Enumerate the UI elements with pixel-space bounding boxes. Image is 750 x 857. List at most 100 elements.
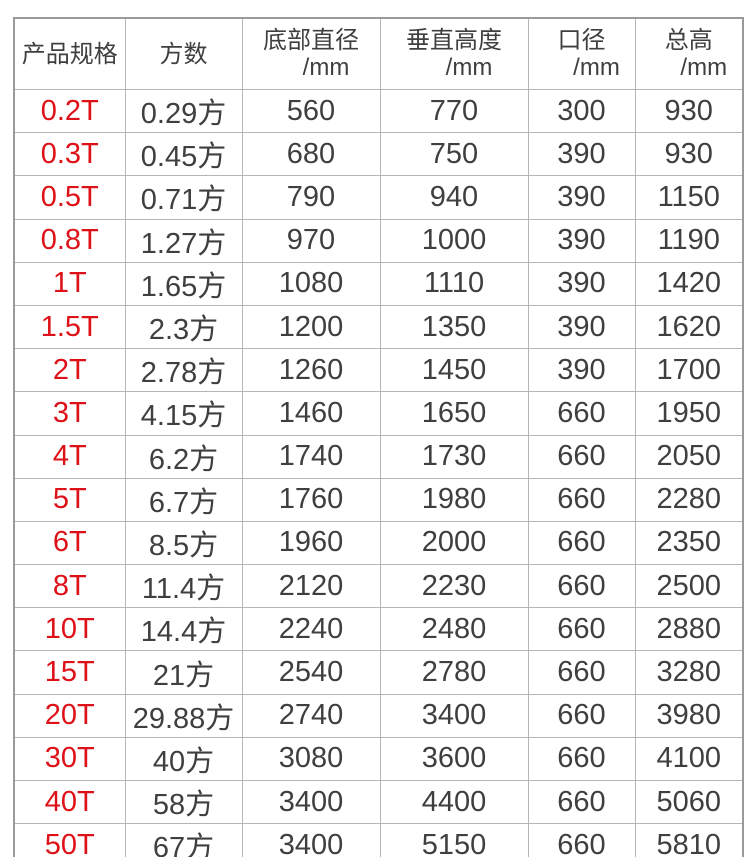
value-cell: 680	[241, 132, 381, 177]
header-label: 总高	[664, 27, 713, 54]
value-cell: 2540	[241, 650, 381, 695]
value-cell: 1000	[379, 218, 529, 263]
header-unit: /mm	[445, 54, 493, 81]
value-cell: 660	[527, 607, 636, 652]
value-cell: 1350	[379, 304, 529, 350]
value-cell: 930	[634, 88, 744, 134]
value-cell: 14.4方	[124, 607, 243, 652]
spec-cell: 0.2T	[13, 88, 126, 134]
value-cell: 660	[527, 779, 636, 825]
column-header-volume: 方数	[124, 17, 243, 90]
value-cell: 40方	[124, 736, 243, 782]
value-cell: 3980	[634, 693, 744, 738]
value-cell: 3400	[241, 779, 381, 825]
value-cell: 1.65方	[124, 261, 243, 306]
table-row: 30T 40方 3080 3600 660 4100	[13, 736, 744, 782]
value-cell: 1760	[241, 477, 381, 522]
value-cell: 1200	[241, 304, 381, 350]
value-cell: 5060	[634, 779, 744, 825]
value-cell: 4400	[379, 779, 529, 825]
value-cell: 2480	[379, 607, 529, 652]
value-cell: 1150	[634, 175, 744, 220]
value-cell: 660	[527, 520, 636, 566]
value-cell: 0.45方	[124, 132, 243, 177]
table-header: 产品规格 方数 底部直径 /mm 垂直高度 /mm 口径 /mm	[13, 17, 744, 90]
header-label: 口径	[557, 27, 606, 54]
value-cell: 660	[527, 736, 636, 782]
table-row: 1.5T 2.3方 1200 1350 390 1620	[13, 304, 744, 350]
spec-cell: 20T	[13, 693, 126, 738]
value-cell: 390	[527, 218, 636, 263]
spec-cell: 1T	[13, 261, 126, 306]
table-row: 20T 29.88方 2740 3400 660 3980	[13, 693, 744, 738]
spec-cell: 0.3T	[13, 132, 126, 177]
header-unit: /mm	[302, 54, 350, 81]
spec-cell: 0.5T	[13, 175, 126, 220]
value-cell: 1700	[634, 348, 744, 393]
table-row: 40T 58方 3400 4400 660 5060	[13, 779, 744, 825]
value-cell: 1620	[634, 304, 744, 350]
value-cell: 2240	[241, 607, 381, 652]
value-cell: 5150	[379, 823, 529, 857]
value-cell: 660	[527, 434, 636, 479]
value-cell: 390	[527, 132, 636, 177]
value-cell: 660	[527, 650, 636, 695]
value-cell: 300	[527, 88, 636, 134]
value-cell: 3080	[241, 736, 381, 782]
spec-cell: 15T	[13, 650, 126, 695]
spec-cell: 6T	[13, 520, 126, 566]
table-row: 15T 21方 2540 2780 660 3280	[13, 650, 744, 695]
value-cell: 2000	[379, 520, 529, 566]
value-cell: 750	[379, 132, 529, 177]
spec-cell: 4T	[13, 434, 126, 479]
table-row: 4T 6.2方 1740 1730 660 2050	[13, 434, 744, 479]
table-row: 2T 2.78方 1260 1450 390 1700	[13, 348, 744, 393]
value-cell: 2280	[634, 477, 744, 522]
value-cell: 2050	[634, 434, 744, 479]
value-cell: 390	[527, 304, 636, 350]
value-cell: 67方	[124, 823, 243, 857]
value-cell: 2740	[241, 693, 381, 738]
value-cell: 1950	[634, 391, 744, 436]
header-label: 垂直高度	[406, 27, 502, 54]
value-cell: 6.7方	[124, 477, 243, 522]
header-label: 底部直径	[263, 27, 359, 54]
value-cell: 660	[527, 477, 636, 522]
value-cell: 2350	[634, 520, 744, 566]
value-cell: 560	[241, 88, 381, 134]
value-cell: 390	[527, 348, 636, 393]
value-cell: 2500	[634, 564, 744, 609]
value-cell: 21方	[124, 650, 243, 695]
spec-cell: 5T	[13, 477, 126, 522]
value-cell: 970	[241, 218, 381, 263]
value-cell: 660	[527, 823, 636, 857]
spec-cell: 8T	[13, 564, 126, 609]
value-cell: 940	[379, 175, 529, 220]
value-cell: 930	[634, 132, 744, 177]
table-body: 0.2T 0.29方 560 770 300 930 0.3T 0.45方 680 750 390 9…	[13, 88, 744, 857]
product-spec-table: 产品规格 方数 底部直径 /mm 垂直高度 /mm 口径 /mm	[13, 17, 744, 857]
value-cell: 1460	[241, 391, 381, 436]
value-cell: 1.27方	[124, 218, 243, 263]
value-cell: 790	[241, 175, 381, 220]
header-label: 方数	[159, 40, 208, 68]
value-cell: 1960	[241, 520, 381, 566]
table-row: 50T 67方 3400 5150 660 5810	[13, 823, 744, 857]
value-cell: 660	[527, 693, 636, 738]
table-row: 0.8T 1.27方 970 1000 390 1190	[13, 218, 744, 263]
table-row: 0.2T 0.29方 560 770 300 930	[13, 88, 744, 134]
value-cell: 660	[527, 391, 636, 436]
value-cell: 2120	[241, 564, 381, 609]
header-unit: /mm	[680, 54, 728, 81]
table-row: 0.5T 0.71方 790 940 390 1150	[13, 175, 744, 220]
table-row: 0.3T 0.45方 680 750 390 930	[13, 132, 744, 177]
spec-cell: 50T	[13, 823, 126, 857]
table-row: 1T 1.65方 1080 1110 390 1420	[13, 261, 744, 306]
value-cell: 770	[379, 88, 529, 134]
value-cell: 2780	[379, 650, 529, 695]
value-cell: 0.29方	[124, 88, 243, 134]
value-cell: 1740	[241, 434, 381, 479]
value-cell: 1650	[379, 391, 529, 436]
value-cell: 1190	[634, 218, 744, 263]
